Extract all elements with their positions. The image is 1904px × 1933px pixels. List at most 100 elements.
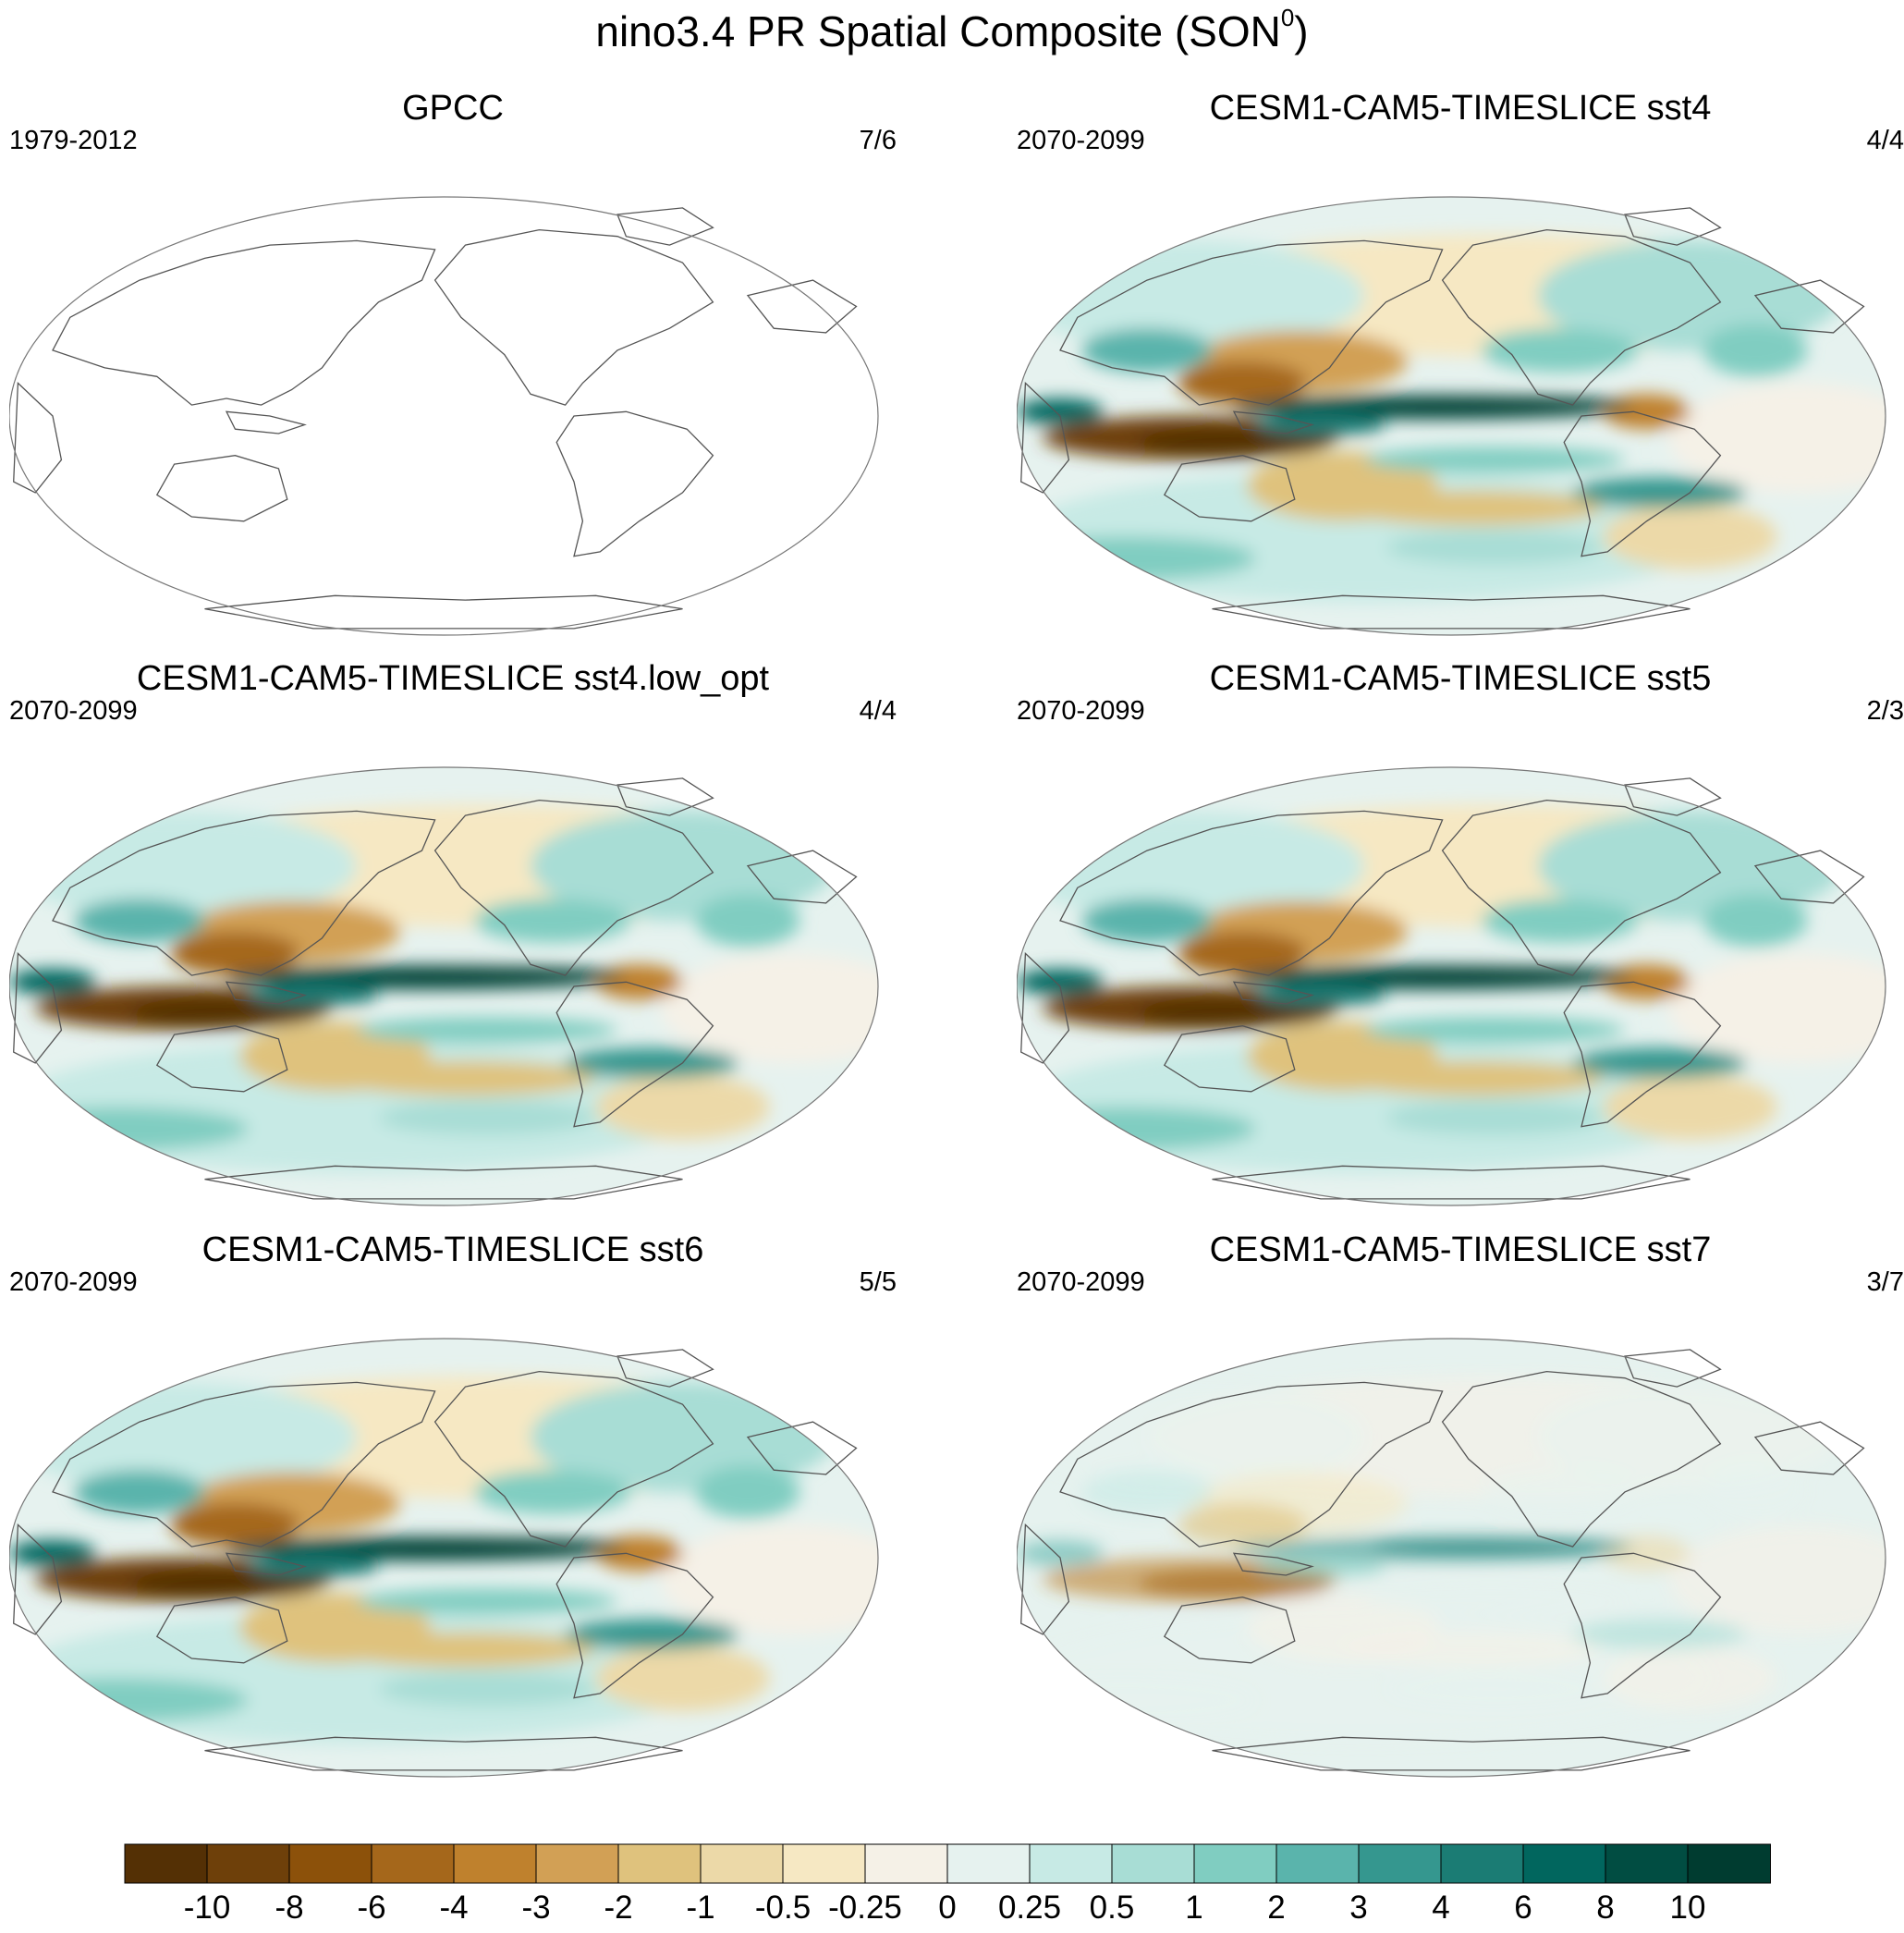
colorbar-tick-label: 0 [938, 1890, 957, 1926]
coastline-australia [1163, 455, 1296, 522]
coastline-asia [52, 810, 436, 976]
colorbar-tick-label: 1 [1185, 1890, 1203, 1926]
colorbar-tick-label: -1 [686, 1890, 715, 1926]
coastline-australia [155, 455, 288, 522]
coastline-australia [1163, 1597, 1296, 1664]
figure-title-close: ) [1294, 7, 1309, 55]
coastline-africa [13, 951, 63, 1064]
coastline-asia [1059, 810, 1444, 976]
colorbar-swatch [1522, 1843, 1606, 1884]
colorbar-tick-label: -2 [604, 1890, 633, 1926]
coastlines [13, 777, 858, 1200]
coastline-antarctica [1212, 1165, 1690, 1200]
colorbar-swatch [617, 1843, 702, 1884]
panel-sst4: CESM1-CAM5-TIMESLICE sst4 2070-2099 4/4 [1017, 88, 1904, 666]
coastline-samerica [555, 981, 714, 1128]
coastline-namerica [433, 799, 714, 976]
coastline-europe [746, 850, 858, 904]
panel-period: 1979-2012 [9, 126, 138, 155]
coastlines [1020, 777, 1865, 1200]
coastline-namerica [433, 1370, 714, 1548]
colorbar-tick-label: -10 [183, 1890, 231, 1926]
anomaly-pattern [1017, 234, 1886, 603]
panel-title: GPCC [402, 89, 504, 128]
coastline-maritime [225, 410, 307, 434]
coastline-asia [1059, 239, 1444, 406]
coastline-samerica [1563, 1552, 1722, 1699]
panel-period: 2070-2099 [9, 696, 138, 726]
coastline-australia [155, 1597, 288, 1664]
map-sst7 [1017, 1338, 1886, 1778]
map-field [1017, 767, 1886, 1205]
coastline-maritime [1232, 981, 1314, 1005]
coastline-europe [1753, 1421, 1865, 1475]
anomaly-pattern [1017, 1376, 1886, 1744]
coastlines [1020, 1349, 1865, 1771]
coastline-africa [13, 1523, 63, 1635]
panel-title: CESM1-CAM5-TIMESLICE sst4.low_opt [136, 659, 770, 698]
map-border [1017, 766, 1886, 1206]
coastline-africa [1020, 381, 1070, 494]
colorbar-tick-label: 2 [1267, 1890, 1286, 1926]
coastline-australia [1163, 1025, 1296, 1093]
panel-ratio: 4/4 [1866, 126, 1904, 155]
colorbar-tick-label: 8 [1596, 1890, 1615, 1926]
coastline-maritime [1232, 1552, 1314, 1576]
colorbar-swatch [1111, 1843, 1195, 1884]
colorbar-swatch [1193, 1843, 1277, 1884]
coastline-europe [746, 1421, 858, 1475]
panel-sst6: CESM1-CAM5-TIMESLICE sst6 2070-2099 5/5 [9, 1230, 897, 1807]
panel-period: 2070-2099 [1017, 696, 1145, 726]
colorbar-tick-label: 3 [1349, 1890, 1368, 1926]
colorbar-tick-label: 4 [1432, 1890, 1450, 1926]
figure-title-text: nino3.4 PR Spatial Composite (SON [595, 7, 1281, 55]
coastline-namerica [1441, 228, 1722, 406]
map-sst5 [1017, 766, 1886, 1206]
coastline-europe [746, 279, 858, 334]
anomaly-pattern [9, 1376, 878, 1744]
colorbar-swatch [124, 1843, 208, 1884]
map-field [9, 1339, 878, 1777]
panel-gpcc: GPCC 1979-2012 7/6 [9, 88, 897, 666]
colorbar-swatch [1440, 1843, 1524, 1884]
panel-period: 2070-2099 [9, 1267, 138, 1297]
coastline-antarctica [1212, 1736, 1690, 1771]
panel-ratio: 2/3 [1866, 696, 1904, 726]
colorbar-swatch [864, 1843, 948, 1884]
map-border [9, 766, 879, 1206]
anomaly-pattern [1017, 804, 1886, 1173]
coastline-samerica [1563, 410, 1722, 557]
map-sst4-low-opt [9, 766, 879, 1206]
map-gpcc [9, 196, 879, 636]
colorbar-swatch [1029, 1843, 1113, 1884]
map-field [1017, 197, 1886, 635]
panel-ratio: 7/6 [859, 126, 897, 155]
coastline-africa [13, 381, 63, 494]
colorbar-tick-label: -8 [275, 1890, 304, 1926]
colorbar-swatch [288, 1843, 372, 1884]
colorbar-tick-label: 0.25 [997, 1890, 1062, 1926]
colorbar-swatch [700, 1843, 784, 1884]
coastline-maritime [225, 981, 307, 1005]
figure-title: nino3.4 PR Spatial Composite (SON0) [0, 6, 1904, 57]
coastline-antarctica [204, 1165, 683, 1200]
panel-ratio: 3/7 [1866, 1267, 1904, 1297]
colorbar-swatch [1275, 1843, 1360, 1884]
map-border [9, 1338, 879, 1778]
colorbar-swatch [535, 1843, 619, 1884]
panel-period: 2070-2099 [1017, 126, 1145, 155]
colorbar-tick-label: -0.5 [754, 1890, 812, 1926]
map-sst6 [9, 1338, 879, 1778]
coastline-europe [1753, 850, 1865, 904]
panel-ratio: 5/5 [859, 1267, 897, 1297]
colorbar-tick-label: 0.5 [1089, 1890, 1135, 1926]
map-border [1017, 196, 1886, 636]
map-field [1017, 1339, 1886, 1777]
coastline-asia [52, 239, 436, 406]
colorbar-swatch [1687, 1843, 1771, 1884]
map-sst4 [1017, 196, 1886, 636]
panel-sst7: CESM1-CAM5-TIMESLICE sst7 2070-2099 3/7 [1017, 1230, 1904, 1807]
colorbar-tick-label: -0.25 [828, 1890, 902, 1926]
colorbar-swatch [782, 1843, 866, 1884]
panel-sst4-low-opt: CESM1-CAM5-TIMESLICE sst4.low_opt 2070-2… [9, 658, 897, 1236]
